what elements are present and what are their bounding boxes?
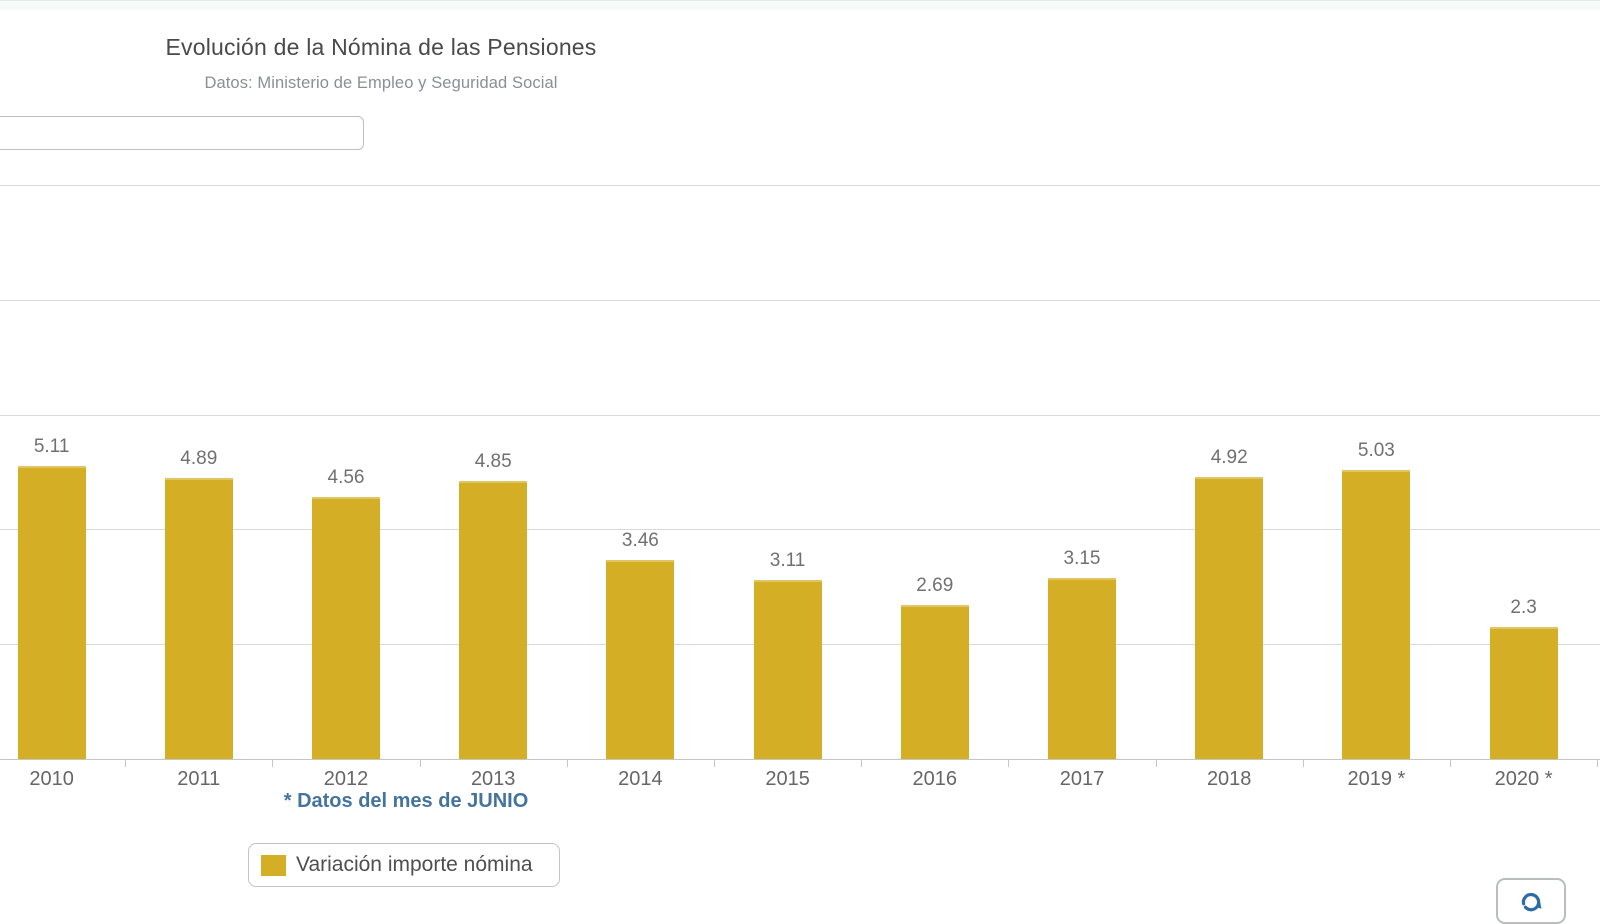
- bar-value-label: 4.89: [180, 448, 218, 470]
- bar-value-label: 2.69: [916, 574, 954, 596]
- x-axis-tick: [1597, 760, 1599, 767]
- x-axis-tick: [861, 760, 863, 767]
- x-axis-tick: [272, 760, 274, 767]
- legend-label: Variación importe nómina: [296, 853, 533, 876]
- bar-chart-plot-area: 5.11 2010 4.89 2011 4.56 2012 4.85 2013 3.46 2014…: [0, 185, 1600, 790]
- legend-color-swatch: [261, 854, 286, 876]
- x-axis-label-2017: 2017: [1059, 768, 1105, 790]
- bar-2012[interactable]: [312, 497, 380, 759]
- chart-footnote: * Datos del mes de JUNIO: [283, 790, 529, 812]
- bar-2013[interactable]: [459, 480, 528, 759]
- top-strip: [0, 0, 1600, 10]
- x-axis-tick: [419, 760, 421, 767]
- x-axis-label-2018: 2018: [1206, 768, 1252, 790]
- bar-value-label: 3.11: [769, 550, 806, 572]
- bar-value-label: 5.03: [1357, 440, 1395, 462]
- gridline-y-10: [0, 185, 1600, 186]
- x-axis-label-2015: 2015: [765, 768, 810, 790]
- bar-value-label: 3.46: [621, 530, 659, 552]
- x-axis-label-2014: 2014: [618, 768, 663, 790]
- gridline-y-4: [0, 529, 1600, 531]
- bar-value-label: 2.3: [1510, 596, 1537, 618]
- bar-2018[interactable]: [1195, 476, 1264, 759]
- bar-2016[interactable]: [900, 604, 969, 759]
- x-axis-tick: [1450, 760, 1451, 767]
- x-axis-label-2011: 2011: [177, 768, 221, 790]
- x-axis-tick: [566, 760, 568, 767]
- bar-2020[interactable]: [1489, 626, 1558, 759]
- chart-title: Evolución de la Nómina de las Pensiones: [165, 34, 597, 60]
- x-axis-tick: [1155, 760, 1157, 767]
- x-axis-label-2020: 2020 *: [1494, 768, 1553, 790]
- x-axis-label-2013: 2013: [470, 768, 516, 790]
- bar-2019[interactable]: [1342, 470, 1411, 759]
- filter-input[interactable]: [0, 116, 364, 150]
- gridline-y-6: [0, 414, 1600, 416]
- x-axis-label-2016: 2016: [912, 768, 958, 790]
- refresh-icon: [1518, 888, 1544, 914]
- legend-item-variacion-importe-nomina[interactable]: Variación importe nómina: [248, 843, 560, 887]
- bar-value-label: 4.85: [474, 450, 512, 472]
- refresh-button[interactable]: [1496, 878, 1566, 924]
- bar-2015[interactable]: [753, 580, 822, 759]
- x-axis-tick: [1008, 760, 1010, 767]
- x-axis-label-2010: 2010: [29, 768, 74, 790]
- gridline-y-8: [0, 299, 1600, 301]
- bar-value-label: 4.56: [327, 467, 365, 489]
- bar-value-label: 4.92: [1210, 446, 1248, 468]
- chart-subtitle: Datos: Ministerio de Empleo y Seguridad …: [204, 74, 558, 92]
- x-axis-tick: [125, 760, 127, 767]
- x-axis-tick: [714, 760, 715, 767]
- x-axis-line: [0, 759, 1600, 760]
- x-axis-label-2019: 2019 *: [1347, 768, 1406, 790]
- bar-2011[interactable]: [164, 478, 233, 759]
- bar-2010[interactable]: [17, 465, 86, 759]
- x-axis-tick: [1302, 760, 1304, 767]
- bar-2017[interactable]: [1048, 578, 1116, 759]
- x-axis-label-2012: 2012: [323, 768, 369, 790]
- bar-value-label: 5.11: [33, 435, 70, 457]
- bar-value-label: 3.15: [1063, 548, 1101, 570]
- bar-2014[interactable]: [606, 560, 675, 759]
